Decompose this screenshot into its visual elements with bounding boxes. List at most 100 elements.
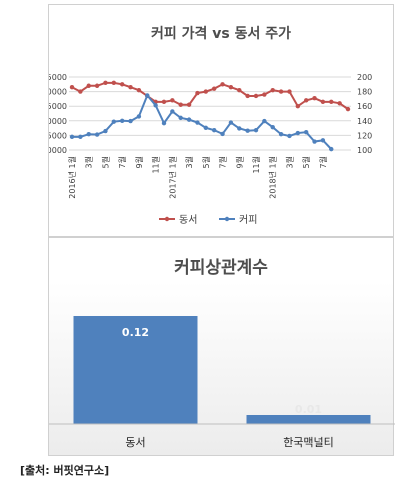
- bar-value-label: 0.12: [122, 326, 149, 339]
- bar: [73, 316, 198, 424]
- series-point-동서: [161, 99, 167, 105]
- series-point-동서: [178, 102, 183, 107]
- line-chart-panel: 커피 가격 vs 동서 주가 10000 15000 20000 25000 30000…: [42, 4, 394, 237]
- series-point-동서: [295, 104, 301, 109]
- series-point-동서: [203, 89, 209, 94]
- right-axis-tick-label: 160: [357, 102, 372, 111]
- line-chart: 10000 15000 20000 25000 30000 35000 100 120 140 1…: [42, 73, 373, 226]
- series-point-동서: [78, 89, 83, 94]
- right-axis-tick-label: 100: [357, 146, 372, 155]
- series-point-커피: [295, 130, 301, 136]
- series-point-커피: [245, 128, 250, 133]
- series-point-동서: [69, 85, 75, 90]
- series-point-동서: [345, 106, 351, 112]
- left-axis-tick-label: 30000: [49, 88, 67, 97]
- series-point-커피: [329, 146, 334, 152]
- series-point-커피: [278, 132, 284, 137]
- series-point-커피: [253, 127, 259, 133]
- series-point-동서: [220, 82, 225, 87]
- x-tick-label: 9월: [234, 156, 244, 168]
- bar-category-label: 한국맥널티: [283, 436, 334, 449]
- legend-label: 동서: [179, 214, 197, 226]
- bar-chart-panel: 커피상관계수 0.12 동서 0.01 한국맥널티: [48, 237, 395, 456]
- series-point-커피: [170, 109, 175, 114]
- right-axis-tick-label: 120: [357, 131, 372, 140]
- x-tick-label: 9월: [134, 156, 144, 168]
- x-tick-label: 2018년 1월: [268, 156, 278, 199]
- left-axis-tick-label: 15000: [49, 131, 67, 140]
- line-chart-title: 커피 가격 vs 동서 주가: [151, 26, 291, 42]
- series-point-커피: [145, 93, 150, 98]
- series-point-커피: [303, 129, 309, 135]
- x-tick-label: 5월: [201, 156, 211, 168]
- x-tick-label: 7월: [117, 156, 127, 168]
- series-point-커피: [94, 132, 100, 137]
- series-line-커피: [72, 93, 332, 150]
- legend-marker: [224, 216, 230, 222]
- series-point-동서: [320, 99, 326, 105]
- series-point-동서: [86, 83, 91, 88]
- x-tick-label: 7월: [318, 156, 328, 168]
- series-point-커피: [111, 119, 117, 124]
- series-point-커피: [103, 128, 108, 134]
- series-point-동서: [128, 85, 133, 90]
- bar-chart-title: 커피상관계수: [174, 258, 268, 278]
- series-point-커피: [287, 133, 292, 139]
- series-point-동서: [186, 102, 192, 107]
- series-point-커피: [119, 118, 125, 124]
- left-axis-tick-label: 35000: [49, 73, 67, 82]
- legend-label: 커피: [239, 214, 257, 226]
- x-tick-label: 2016년 1월: [67, 156, 77, 199]
- series-point-커피: [203, 125, 209, 131]
- x-tick-label: 3월: [184, 156, 194, 168]
- series-point-동서: [312, 95, 317, 101]
- legend-marker: [164, 216, 170, 222]
- series-point-커피: [270, 125, 275, 130]
- x-tick-label: 5월: [301, 156, 311, 168]
- x-tick-label: 11월: [251, 156, 261, 174]
- x-tick-label: 5월: [100, 156, 110, 168]
- right-axis-tick-label: 140: [357, 117, 372, 126]
- series-point-커피: [153, 103, 158, 108]
- series-point-커피: [220, 131, 225, 137]
- series-point-커피: [262, 118, 267, 124]
- series-point-동서: [287, 89, 292, 94]
- series-point-동서: [262, 92, 267, 97]
- series-point-동서: [195, 90, 200, 96]
- left-axis-tick-label: 10000: [49, 146, 67, 155]
- series-point-동서: [136, 87, 142, 93]
- x-tick-label: 3월: [284, 156, 294, 168]
- series-point-동서: [237, 87, 242, 93]
- series-point-동서: [278, 89, 284, 94]
- series-point-커피: [312, 139, 317, 144]
- series-point-동서: [103, 80, 108, 86]
- series-point-커피: [320, 138, 326, 143]
- bar-category-label: 동서: [125, 436, 145, 449]
- x-tick-label: 3월: [84, 156, 94, 168]
- series-point-커피: [86, 132, 91, 137]
- bar: [246, 415, 371, 424]
- series-point-동서: [211, 86, 217, 91]
- series-point-동서: [228, 85, 234, 90]
- series-point-커피: [228, 120, 234, 125]
- x-tick-label: 2017년 1월: [167, 156, 177, 199]
- bar-chart: 0.12 동서 0.01 한국맥널티: [49, 316, 395, 449]
- series-point-동서: [329, 99, 334, 105]
- series-point-커피: [78, 134, 83, 140]
- x-tick-label: 11월: [151, 156, 161, 174]
- series-point-커피: [211, 127, 217, 133]
- right-axis-tick-label: 200: [357, 73, 372, 82]
- bar-value-label: 0.01: [295, 403, 322, 416]
- series-point-동서: [253, 93, 259, 99]
- series-point-동서: [245, 93, 250, 99]
- left-axis-tick-label: 20000: [49, 117, 67, 126]
- series-point-커피: [186, 117, 192, 122]
- series-point-커피: [128, 118, 133, 124]
- series-point-동서: [119, 82, 125, 87]
- series-point-커피: [178, 115, 183, 121]
- series-point-커피: [69, 134, 75, 140]
- series-point-커피: [136, 114, 142, 119]
- series-point-동서: [270, 87, 275, 93]
- series-point-커피: [161, 120, 167, 126]
- series-point-동서: [94, 83, 100, 88]
